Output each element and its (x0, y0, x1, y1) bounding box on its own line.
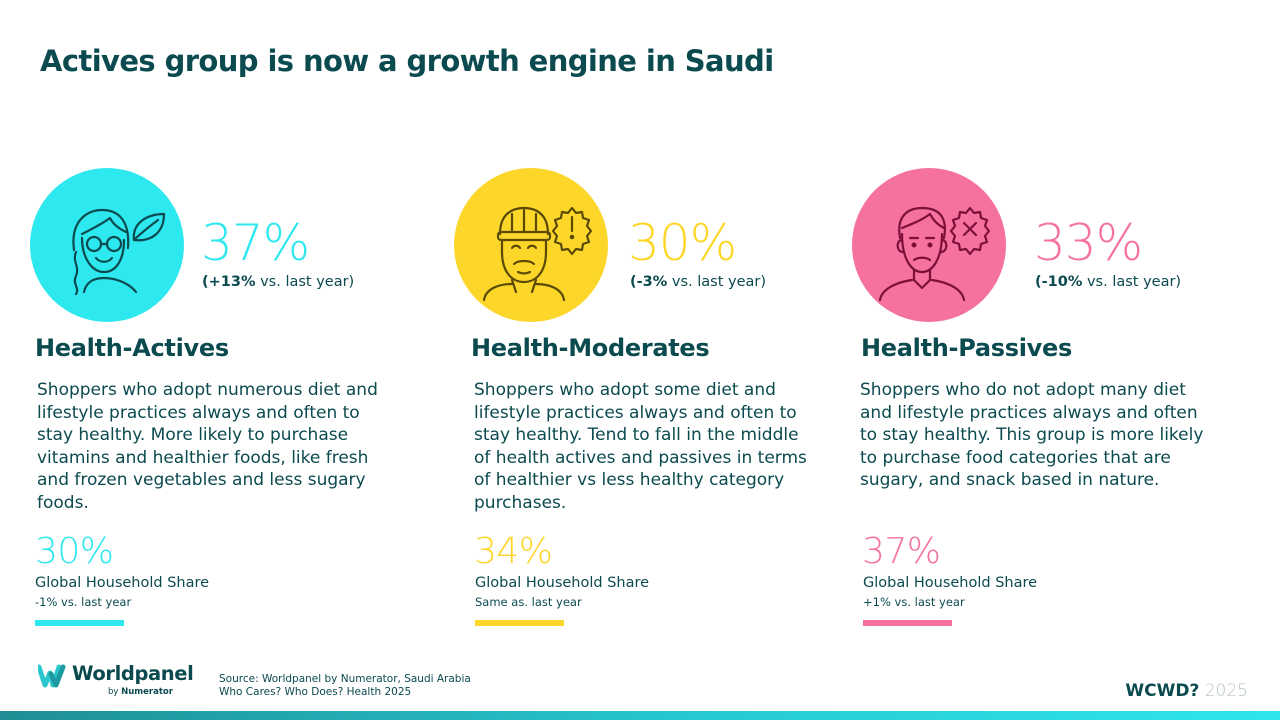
actives-share-percentage: 30% (35, 531, 114, 572)
footer-gradient-bar (0, 711, 1280, 720)
bearded-man-alert-icon (482, 206, 593, 302)
moderates-delta-bold: (-3% (630, 274, 668, 290)
source-line-1: Source: Worldpanel by Numerator, Saudi A… (219, 673, 471, 685)
passives-delta-rest: vs. last year) (1082, 274, 1182, 290)
actives-share-label: Global Household Share (35, 575, 210, 591)
passives-icon-circle (852, 168, 1006, 322)
moderates-share-label: Global Household Share (475, 575, 650, 591)
wcwd-mark: WCWD? 2025 (1125, 681, 1248, 701)
passives-description: Shoppers who do not adopt many diet and … (860, 380, 1204, 490)
moderates-icon-circle (454, 168, 608, 322)
actives-percentage: 37% (201, 214, 310, 272)
source-note: Source: Worldpanel by Numerator, Saudi A… (219, 673, 471, 699)
actives-accent-bar (35, 620, 124, 626)
actives-icon-circle (30, 168, 184, 322)
actives-delta: (+13% vs. last year) (202, 274, 354, 290)
logo-by-text: by (108, 687, 119, 697)
moderates-description: Shoppers who adopt some diet and lifesty… (474, 380, 807, 513)
actives-heading: Health-Actives (35, 334, 229, 362)
wcwd-text: WCWD? (1125, 681, 1200, 701)
moderates-share-change: Same as. last year (475, 595, 582, 609)
actives-delta-bold: (+13% (202, 274, 256, 290)
passives-percentage: 33% (1034, 214, 1143, 272)
page-title: Actives group is now a growth engine in … (40, 44, 774, 78)
worldpanel-w-icon (38, 664, 66, 688)
moderates-delta-rest: vs. last year) (667, 274, 766, 290)
moderates-accent-bar (475, 620, 564, 626)
logo-byline: by Numerator (108, 687, 173, 697)
moderates-delta: (-3% vs. last year) (630, 274, 766, 290)
wcwd-year: 2025 (1204, 681, 1248, 701)
moderates-percentage: 30% (628, 214, 737, 272)
actives-share-change: -1% vs. last year (35, 595, 132, 609)
man-cross-badge-icon (878, 206, 991, 302)
logo-wordmark: Worldpanel (72, 662, 194, 685)
moderates-heading: Health-Moderates (471, 334, 710, 362)
passives-heading: Health-Passives (861, 334, 1072, 362)
passives-accent-bar (863, 620, 952, 626)
actives-description: Shoppers who adopt numerous diet and lif… (37, 380, 378, 513)
logo-by-brand: Numerator (121, 687, 173, 697)
passives-delta: (-10% vs. last year) (1035, 274, 1181, 290)
moderates-share-percentage: 34% (474, 531, 553, 572)
actives-delta-rest: vs. last year) (255, 274, 355, 290)
source-line-2: Who Cares? Who Does? Health 2025 (219, 686, 412, 698)
passives-delta-bold: (-10% (1035, 274, 1083, 290)
passives-share-label: Global Household Share (863, 575, 1038, 591)
woman-with-glasses-leaf-icon (72, 208, 166, 296)
passives-share-percentage: 37% (862, 531, 941, 572)
passives-share-change: +1% vs. last year (863, 595, 965, 609)
